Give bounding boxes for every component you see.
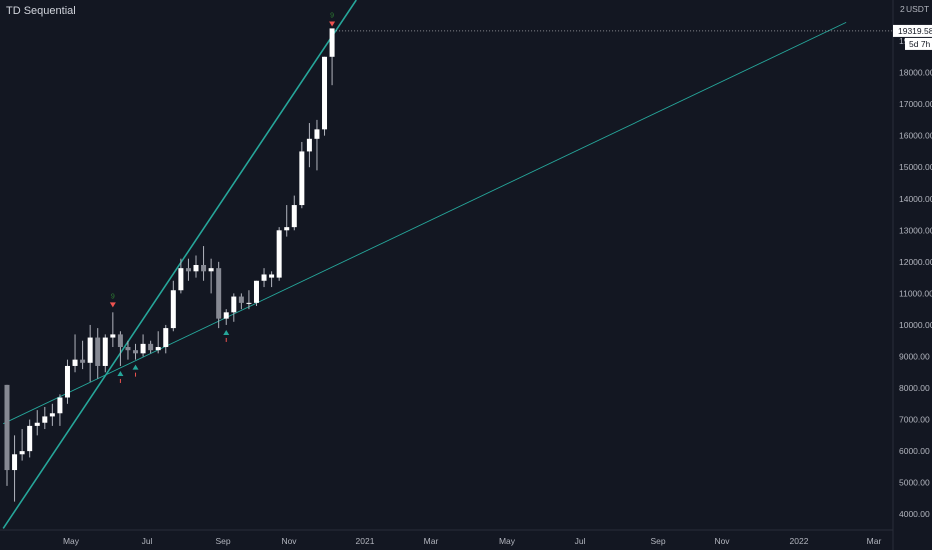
indicator-title[interactable]: TD Sequential bbox=[6, 5, 76, 17]
price-tick-label: 7000.00 bbox=[899, 415, 930, 425]
candle-body bbox=[27, 425, 33, 452]
trendline bbox=[2, 0, 357, 529]
sell-signal-count: 9 bbox=[330, 13, 334, 20]
time-tick-label: May bbox=[63, 536, 80, 546]
price-tick-label: 12000.00 bbox=[899, 257, 932, 267]
candle-body bbox=[49, 413, 55, 417]
price-tick-label: 18000.00 bbox=[899, 68, 932, 78]
trendline bbox=[3, 21, 847, 425]
candle-body bbox=[269, 274, 275, 278]
price-tick-label: 10000.00 bbox=[899, 320, 932, 330]
candle-body bbox=[246, 302, 252, 304]
candle-body bbox=[87, 337, 93, 363]
price-tick-label: 5000.00 bbox=[899, 478, 930, 488]
last-price-label: 19319.58 bbox=[898, 26, 932, 36]
candle-body bbox=[125, 347, 131, 351]
candle-body bbox=[4, 384, 10, 471]
candle-body bbox=[253, 280, 259, 303]
candle-body bbox=[306, 138, 312, 152]
time-tick-label: May bbox=[499, 536, 516, 546]
candle-body bbox=[276, 230, 282, 278]
sell-signal-arrow bbox=[109, 302, 116, 308]
td-signals: 99 bbox=[109, 13, 336, 383]
candle-body bbox=[42, 416, 48, 423]
buy-signal-arrow bbox=[132, 364, 139, 370]
time-tick-label: Nov bbox=[714, 536, 730, 546]
currency-prefix: 2 bbox=[900, 4, 905, 14]
candle-body bbox=[102, 337, 108, 366]
sell-signal-count: 9 bbox=[111, 293, 115, 300]
price-axis[interactable]: 2 USDT 4000.00 5000.00 6000.00 7000.00 8000.00… bbox=[892, 0, 932, 550]
candle-body bbox=[223, 312, 229, 319]
candle-body bbox=[299, 151, 305, 206]
time-tick-label: 2022 bbox=[790, 536, 809, 546]
candle-body bbox=[322, 56, 328, 130]
candle-body bbox=[291, 205, 297, 228]
time-axis[interactable]: May Jul Sep Nov 2021 Mar May Jul Sep Nov 2022 Mar bbox=[0, 529, 893, 546]
candle-body bbox=[284, 227, 290, 231]
candle-body bbox=[193, 265, 199, 272]
time-tick-label: Sep bbox=[215, 536, 230, 546]
currency-label: USDT bbox=[906, 4, 929, 14]
buy-signal-arrow bbox=[117, 370, 124, 376]
price-tick-label: 6000.00 bbox=[899, 446, 930, 456]
time-tick-label: Mar bbox=[867, 536, 882, 546]
price-labels: 19319.58 5d 7h bbox=[336, 24, 932, 50]
candle-body bbox=[117, 334, 123, 348]
candle-body bbox=[57, 397, 63, 414]
candle-body bbox=[12, 454, 18, 471]
price-tick-label: 13000.00 bbox=[899, 225, 932, 235]
price-tick-label: 17000.00 bbox=[899, 99, 932, 109]
candle-body bbox=[110, 334, 116, 338]
countdown-box bbox=[905, 37, 932, 50]
candle-body bbox=[185, 268, 191, 272]
time-tick-label: Sep bbox=[650, 536, 665, 546]
candle-body bbox=[80, 359, 86, 363]
candle-body bbox=[314, 129, 320, 139]
candle-body bbox=[216, 268, 222, 319]
buy-signal-arrow bbox=[223, 329, 230, 335]
price-tick-label: 15000.00 bbox=[899, 162, 932, 172]
price-tick-label: 9000.00 bbox=[899, 351, 930, 361]
candle-body bbox=[95, 337, 101, 366]
time-tick-label: 2021 bbox=[356, 536, 375, 546]
price-tick-label: 11000.00 bbox=[899, 288, 932, 298]
candle-body bbox=[170, 290, 176, 329]
candle-body bbox=[64, 365, 70, 398]
time-tick-label: Jul bbox=[575, 536, 586, 546]
last-price-box bbox=[893, 24, 932, 37]
candle-body bbox=[178, 268, 184, 291]
candle-body bbox=[133, 350, 139, 354]
candles bbox=[4, 28, 335, 502]
candle-body bbox=[19, 451, 25, 455]
candle-body bbox=[155, 347, 161, 351]
sell-signal-arrow bbox=[329, 21, 336, 27]
price-tick-label: 14000.00 bbox=[899, 194, 932, 204]
trendlines bbox=[2, 0, 847, 529]
candle-body bbox=[208, 268, 214, 272]
candle-body bbox=[231, 296, 237, 313]
candle-body bbox=[238, 296, 244, 303]
candle-body bbox=[201, 265, 207, 272]
price-tick-label: 8000.00 bbox=[899, 383, 930, 393]
price-tick-label: 4000.00 bbox=[899, 509, 930, 519]
candle-body bbox=[140, 343, 146, 354]
time-tick-label: Nov bbox=[281, 536, 297, 546]
time-tick-label: Jul bbox=[142, 536, 153, 546]
countdown-label: 5d 7h bbox=[909, 39, 931, 49]
price-tick-label: 16000.00 bbox=[899, 131, 932, 141]
candle-body bbox=[72, 359, 78, 366]
candle-body bbox=[34, 422, 40, 426]
time-tick-label: Mar bbox=[424, 536, 439, 546]
candle-body bbox=[329, 28, 335, 57]
candle-body bbox=[148, 343, 154, 351]
candle-body bbox=[163, 328, 169, 348]
candle-body bbox=[261, 274, 267, 281]
